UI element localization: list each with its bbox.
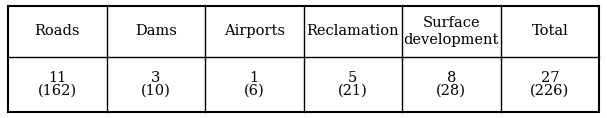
Text: 5: 5 bbox=[348, 71, 358, 85]
Text: 11: 11 bbox=[48, 71, 66, 85]
Text: (6): (6) bbox=[244, 84, 265, 98]
Text: (21): (21) bbox=[338, 84, 368, 98]
Text: 27: 27 bbox=[540, 71, 559, 85]
Text: Surface
development: Surface development bbox=[404, 16, 499, 46]
Text: 1: 1 bbox=[249, 71, 259, 85]
Text: (162): (162) bbox=[38, 84, 77, 98]
Text: (28): (28) bbox=[436, 84, 466, 98]
Text: Airports: Airports bbox=[224, 24, 285, 38]
Text: Total: Total bbox=[531, 24, 568, 38]
Text: Roads: Roads bbox=[35, 24, 80, 38]
Text: 8: 8 bbox=[447, 71, 456, 85]
Text: 3: 3 bbox=[151, 71, 160, 85]
Text: Dams: Dams bbox=[135, 24, 177, 38]
Text: (226): (226) bbox=[530, 84, 569, 98]
Text: (10): (10) bbox=[141, 84, 171, 98]
Text: Reclamation: Reclamation bbox=[307, 24, 399, 38]
